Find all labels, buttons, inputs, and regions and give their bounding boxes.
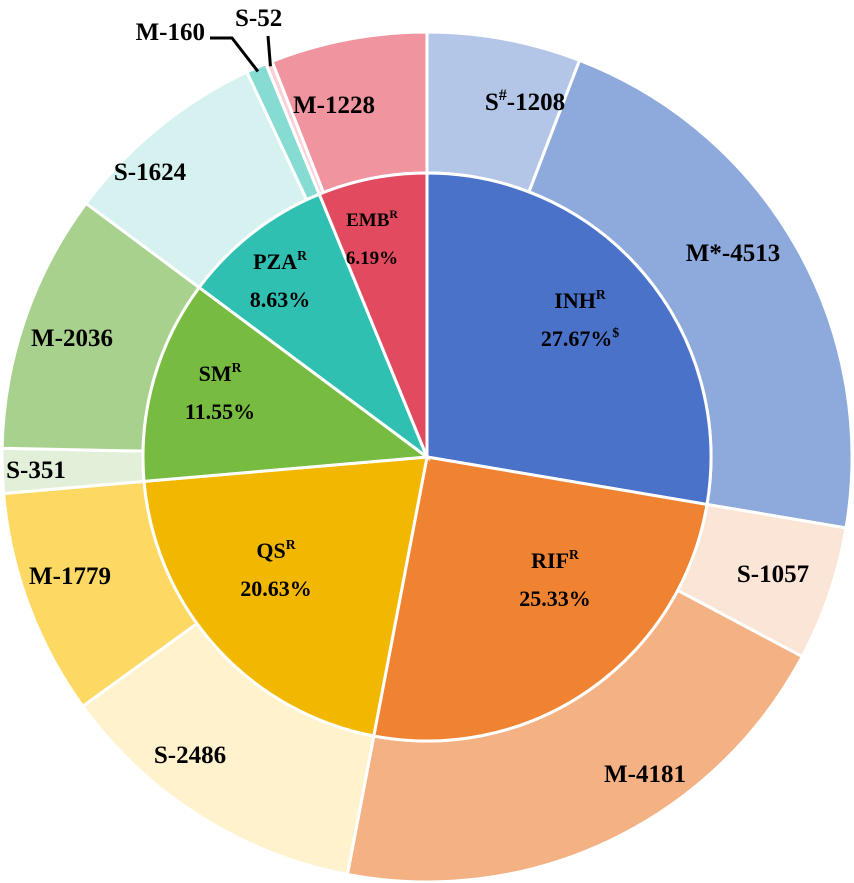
outer-label-rif-m: M-4181 — [604, 761, 686, 788]
inner-ring — [141, 171, 713, 743]
outer-label-qs-m: M-1779 — [29, 563, 111, 590]
slice-percent-qs: 20.63% — [240, 576, 312, 601]
slice-name-qs: QSR — [256, 537, 295, 563]
leader-line-pza-m — [210, 36, 260, 73]
slice-percent-pza: 8.63% — [250, 287, 311, 312]
slice-percent-rif: 25.33% — [519, 586, 591, 611]
outer-label-rif-s: S-1057 — [737, 561, 809, 588]
slice-percent-inh: 27.67%$ — [541, 325, 620, 351]
slice-name-rif: RIFR — [531, 547, 579, 573]
outer-label-pza-s: S-1624 — [114, 159, 187, 186]
slice-pza — [197, 192, 431, 462]
slice-rif — [372, 455, 709, 743]
outer-label-inh-s: S#-1208 — [485, 87, 565, 116]
slice-name-sm: SMR — [199, 360, 242, 386]
slice-name-emb: EMBR — [346, 208, 398, 231]
slice-name-inh: INHR — [554, 287, 606, 313]
outer-label-qs-s: S-2486 — [154, 742, 226, 769]
slice-percent-sm: 11.55% — [185, 399, 255, 424]
slice-emb — [317, 171, 429, 458]
slice-percent-emb: 6.19% — [346, 248, 398, 269]
leader-line-emb-s — [266, 35, 272, 67]
outer-label-emb-m: M-1228 — [293, 92, 375, 119]
outer-label-inh-m: M*-4513 — [686, 240, 780, 267]
outer-label-sm-m: M-2036 — [31, 325, 113, 352]
leader-lines — [210, 35, 272, 73]
slice-name-pza: PZAR — [253, 248, 307, 274]
outer-label-emb-s: S-52 — [235, 5, 282, 32]
outer-label-pza-m: M-160 — [136, 19, 205, 46]
slice-sm — [141, 285, 432, 484]
chart-labels: INHR 27.67%$ RIFR 25.33% QSR 20.63% SMR 11.55% P… — [6, 5, 809, 788]
slice-inh — [425, 171, 713, 507]
slice-qs — [142, 455, 429, 738]
outer-label-sm-s: S-351 — [6, 457, 66, 484]
